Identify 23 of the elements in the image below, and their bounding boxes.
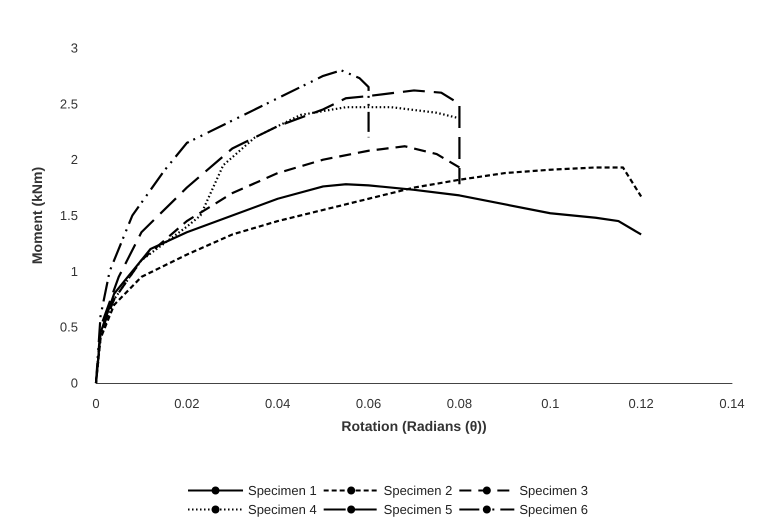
x-tick-label: 0.04	[265, 396, 290, 411]
x-tick-label: 0.12	[628, 396, 654, 411]
x-tick-label: 0.02	[174, 396, 200, 411]
x-tick-label: 0.06	[356, 396, 382, 411]
x-tick-label: 0.1	[541, 396, 560, 411]
legend-label: Specimen 6	[519, 502, 588, 517]
x-tick-label: 0	[92, 396, 100, 411]
y-axis-title: Moment (kNm)	[29, 166, 45, 264]
x-tick-label: 0.14	[719, 396, 745, 411]
legend-label: Specimen 5	[384, 502, 452, 517]
legend-label: Specimen 4	[248, 502, 317, 517]
y-tick-label: 1.5	[60, 208, 78, 223]
y-tick-label: 0	[70, 376, 78, 390]
legend-label: Specimen 2	[384, 483, 452, 498]
x-axis-title: Rotation (Radians (θ))	[341, 418, 487, 434]
y-tick-label: 3	[70, 40, 78, 56]
y-tick-label: 2.5	[60, 96, 78, 112]
y-tick-label: 2	[70, 152, 78, 168]
y-tick-label: 1	[70, 264, 78, 279]
legend-label: Specimen 1	[248, 483, 317, 498]
x-tick-label: 0.08	[446, 396, 472, 411]
legend-label: Specimen 3	[519, 483, 588, 498]
y-tick-label: 0.5	[60, 320, 78, 335]
